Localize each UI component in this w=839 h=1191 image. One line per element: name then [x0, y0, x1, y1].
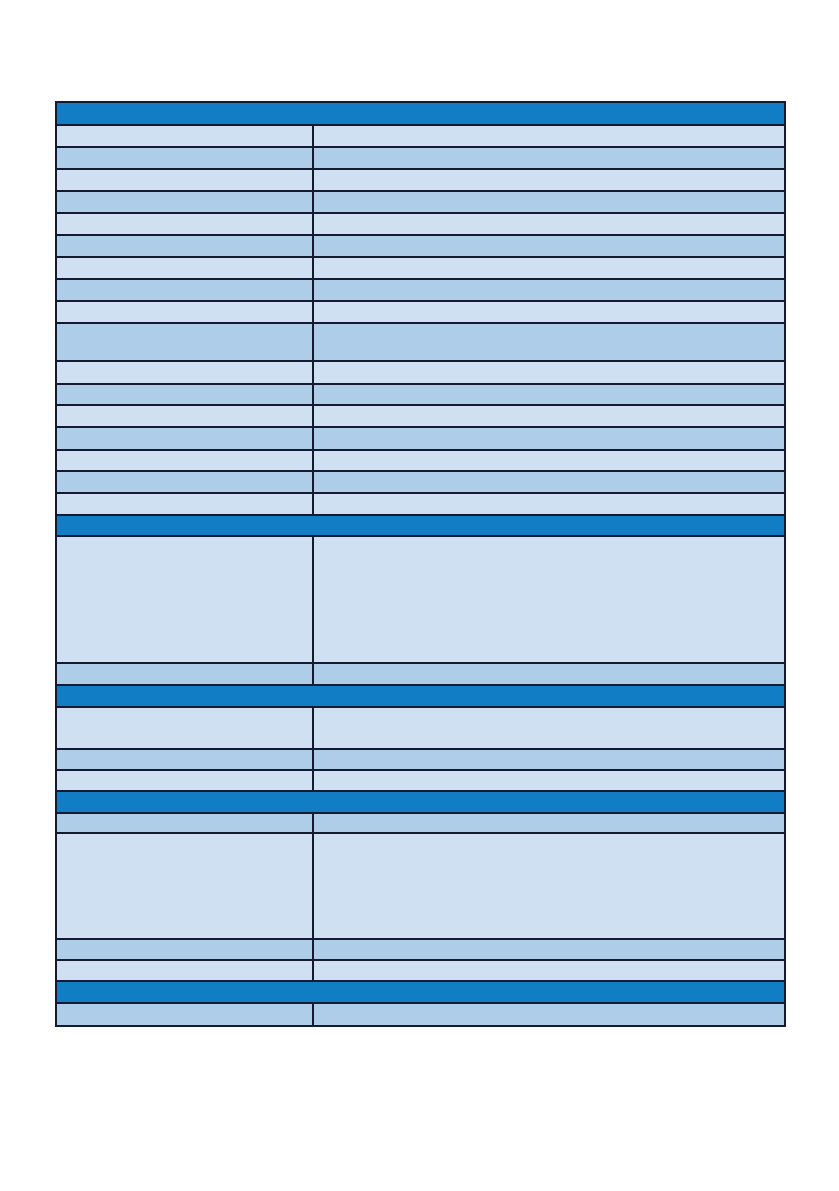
spec-name-cell: [55, 492, 314, 516]
section-header-row: [55, 790, 786, 814]
spec-name-cell: [55, 832, 314, 940]
spec-value-cell: [312, 492, 786, 516]
section-header-cell: [55, 101, 786, 126]
spec-value-cell: [312, 168, 786, 192]
spec-row: [55, 1002, 786, 1027]
spec-name-cell: [55, 124, 314, 148]
spec-value-cell: [312, 278, 786, 302]
spec-value-cell: [312, 404, 786, 428]
spec-name-cell: [55, 535, 314, 664]
spec-value-cell: [312, 212, 786, 236]
spec-row: [55, 190, 786, 214]
spec-value-cell: [312, 938, 786, 961]
spec-name-cell: [55, 146, 314, 170]
spec-value-cell: [312, 146, 786, 170]
spec-name-cell: [55, 168, 314, 192]
spec-value-cell: [312, 190, 786, 214]
spec-row: [55, 470, 786, 494]
spec-name-cell: [55, 300, 314, 324]
spec-row: [55, 360, 786, 385]
spec-name-cell: [55, 278, 314, 302]
spec-value-cell: [312, 832, 786, 940]
spec-row: [55, 938, 786, 961]
spec-row: [55, 256, 786, 280]
section-header-row: [55, 101, 786, 126]
spec-value-cell: [312, 470, 786, 494]
spec-value-cell: [312, 1002, 786, 1027]
spec-name-cell: [55, 360, 314, 385]
spec-row: [55, 662, 786, 686]
spec-row: [55, 234, 786, 258]
spec-value-cell: [312, 256, 786, 280]
spec-row: [55, 959, 786, 982]
spec-name-cell: [55, 190, 314, 214]
spec-name-cell: [55, 449, 314, 472]
spec-value-cell: [312, 535, 786, 664]
spec-row: [55, 404, 786, 428]
spec-value-cell: [312, 426, 786, 451]
spec-value-cell: [312, 360, 786, 385]
spec-name-cell: [55, 959, 314, 982]
spec-row: [55, 212, 786, 236]
spec-row: [55, 322, 786, 362]
spec-row: [55, 426, 786, 451]
spec-value-cell: [312, 706, 786, 750]
spec-row: [55, 832, 786, 940]
spec-value-cell: [312, 959, 786, 982]
spec-row: [55, 812, 786, 834]
spec-value-cell: [312, 124, 786, 148]
section-header-row: [55, 980, 786, 1004]
spec-row: [55, 535, 786, 664]
spec-row: [55, 769, 786, 792]
spec-row: [55, 383, 786, 406]
spec-row: [55, 278, 786, 302]
spec-row: [55, 300, 786, 324]
spec-row: [55, 449, 786, 472]
spec-value-cell: [312, 812, 786, 834]
spec-name-cell: [55, 1002, 314, 1027]
spec-row: [55, 168, 786, 192]
spec-name-cell: [55, 769, 314, 792]
spec-value-cell: [312, 748, 786, 771]
spec-row: [55, 124, 786, 148]
spec-name-cell: [55, 322, 314, 362]
spec-name-cell: [55, 812, 314, 834]
spec-value-cell: [312, 449, 786, 472]
spec-name-cell: [55, 212, 314, 236]
spec-name-cell: [55, 383, 314, 406]
section-header-row: [55, 684, 786, 708]
spec-name-cell: [55, 404, 314, 428]
spec-value-cell: [312, 234, 786, 258]
spec-table: [55, 101, 786, 1027]
spec-name-cell: [55, 470, 314, 494]
spec-value-cell: [312, 383, 786, 406]
spec-name-cell: [55, 662, 314, 686]
spec-value-cell: [312, 662, 786, 686]
spec-name-cell: [55, 234, 314, 258]
spec-name-cell: [55, 706, 314, 750]
spec-name-cell: [55, 256, 314, 280]
spec-name-cell: [55, 426, 314, 451]
section-header-cell: [55, 980, 786, 1004]
section-header-cell: [55, 684, 786, 708]
section-header-cell: [55, 514, 786, 537]
spec-name-cell: [55, 938, 314, 961]
spec-row: [55, 748, 786, 771]
spec-table-body: [55, 101, 786, 1027]
spec-value-cell: [312, 322, 786, 362]
spec-row: [55, 492, 786, 516]
spec-name-cell: [55, 748, 314, 771]
section-header-row: [55, 514, 786, 537]
spec-value-cell: [312, 300, 786, 324]
spec-row: [55, 146, 786, 170]
spec-value-cell: [312, 769, 786, 792]
section-header-cell: [55, 790, 786, 814]
spec-row: [55, 706, 786, 750]
